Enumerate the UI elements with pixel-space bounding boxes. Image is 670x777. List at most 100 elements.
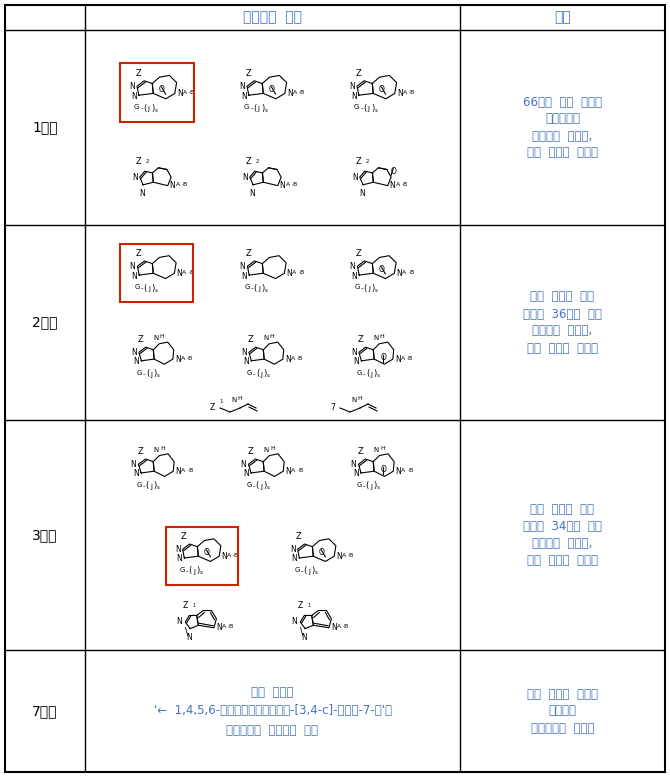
- Text: Z: Z: [138, 335, 143, 344]
- Text: N: N: [349, 82, 355, 91]
- Text: N: N: [290, 545, 295, 554]
- Text: -B: -B: [228, 624, 234, 629]
- Text: O: O: [379, 265, 385, 274]
- Text: Z: Z: [248, 335, 254, 344]
- Text: H: H: [270, 334, 275, 339]
- Text: Z: Z: [358, 447, 363, 456]
- Text: s: s: [315, 570, 318, 576]
- Text: G: G: [244, 104, 249, 110]
- Text: ): ): [371, 103, 375, 113]
- Text: 그중  하나로  개시됨: 그중 하나로 개시됨: [527, 147, 598, 159]
- Text: G: G: [134, 104, 139, 110]
- Text: N: N: [170, 181, 176, 190]
- Text: 선행발명  기재: 선행발명 기재: [243, 11, 302, 25]
- Text: -B: -B: [187, 356, 193, 361]
- Text: -B: -B: [188, 468, 194, 472]
- Text: G: G: [135, 284, 140, 290]
- Text: A: A: [291, 356, 295, 361]
- Text: N: N: [350, 460, 356, 469]
- Text: G: G: [180, 567, 185, 573]
- Text: 명시적으로  기재됨: 명시적으로 기재됨: [531, 722, 594, 734]
- Text: N: N: [176, 467, 181, 476]
- Text: 개시하고  있는데,: 개시하고 있는데,: [533, 130, 593, 142]
- Text: Z: Z: [248, 447, 253, 456]
- Text: -B: -B: [291, 182, 298, 187]
- Text: 모해  구조를  가지는: 모해 구조를 가지는: [527, 688, 598, 701]
- Text: J: J: [368, 286, 370, 292]
- Text: 1단계: 1단계: [32, 120, 58, 134]
- Text: Z: Z: [358, 335, 364, 344]
- Text: A: A: [291, 468, 295, 472]
- Text: N: N: [239, 82, 245, 91]
- Text: J: J: [261, 372, 263, 378]
- Text: Z: Z: [298, 601, 304, 611]
- Text: N: N: [302, 632, 307, 642]
- Text: H: H: [380, 334, 385, 339]
- Text: ): ): [312, 566, 315, 576]
- Text: N: N: [221, 552, 227, 561]
- Text: -: -: [363, 483, 365, 489]
- Text: A: A: [293, 90, 297, 95]
- Text: 1: 1: [308, 604, 310, 608]
- Text: s: s: [155, 287, 157, 292]
- Text: Z: Z: [210, 403, 215, 413]
- Text: (: (: [256, 369, 259, 378]
- Text: 구조를  34개로  축소: 구조를 34개로 축소: [523, 520, 602, 533]
- Text: ): ): [372, 284, 375, 292]
- Text: 모해  구조인: 모해 구조인: [251, 685, 293, 699]
- Text: Z: Z: [356, 157, 362, 166]
- Text: G: G: [245, 284, 250, 290]
- Text: N: N: [249, 189, 255, 198]
- Text: J: J: [308, 569, 310, 575]
- Text: Z: Z: [136, 249, 141, 258]
- Text: N: N: [216, 623, 222, 632]
- Text: ): ): [261, 284, 265, 292]
- Text: s: s: [375, 108, 377, 113]
- Text: 1: 1: [219, 399, 222, 404]
- Text: J: J: [148, 286, 150, 292]
- Text: ): ): [197, 566, 200, 576]
- Text: 7: 7: [330, 403, 335, 413]
- Bar: [165, 527, 238, 585]
- Text: (: (: [366, 369, 369, 378]
- Text: 개시하고  있는데,: 개시하고 있는데,: [533, 325, 593, 337]
- Text: 화합물이: 화합물이: [549, 705, 576, 717]
- Text: N: N: [263, 447, 269, 452]
- Text: ): ): [373, 482, 377, 490]
- Text: -: -: [361, 285, 363, 291]
- Text: J: J: [258, 106, 260, 112]
- Text: O: O: [204, 548, 209, 557]
- Text: A: A: [342, 552, 346, 558]
- Text: (: (: [365, 482, 369, 490]
- Text: Z: Z: [137, 447, 143, 456]
- Text: -: -: [253, 371, 256, 377]
- Text: J: J: [148, 106, 150, 112]
- Text: Z: Z: [183, 601, 188, 611]
- Text: G: G: [356, 482, 362, 488]
- Text: N: N: [352, 172, 358, 182]
- Text: O: O: [381, 354, 386, 362]
- Text: J: J: [371, 372, 373, 378]
- Text: s: s: [200, 570, 203, 576]
- Text: 1: 1: [192, 604, 196, 608]
- Text: N: N: [175, 545, 181, 554]
- Text: -: -: [141, 105, 143, 111]
- Text: O: O: [381, 465, 387, 474]
- Text: -B: -B: [348, 552, 354, 558]
- Text: J: J: [194, 569, 196, 575]
- Text: H: H: [238, 396, 243, 401]
- Text: A: A: [292, 270, 297, 275]
- Text: A: A: [182, 270, 187, 275]
- Text: N: N: [240, 262, 245, 270]
- Text: s: s: [154, 108, 157, 113]
- Text: ): ): [151, 103, 154, 113]
- Text: N: N: [129, 82, 135, 91]
- Text: 선택  가능한  모해: 선택 가능한 모해: [531, 291, 594, 304]
- Text: -B: -B: [189, 90, 195, 95]
- Text: A: A: [182, 468, 186, 472]
- Text: O: O: [390, 167, 396, 176]
- Text: G: G: [247, 482, 252, 488]
- Text: s: s: [267, 373, 270, 378]
- Text: N: N: [286, 269, 292, 278]
- Text: 7단계: 7단계: [32, 704, 58, 718]
